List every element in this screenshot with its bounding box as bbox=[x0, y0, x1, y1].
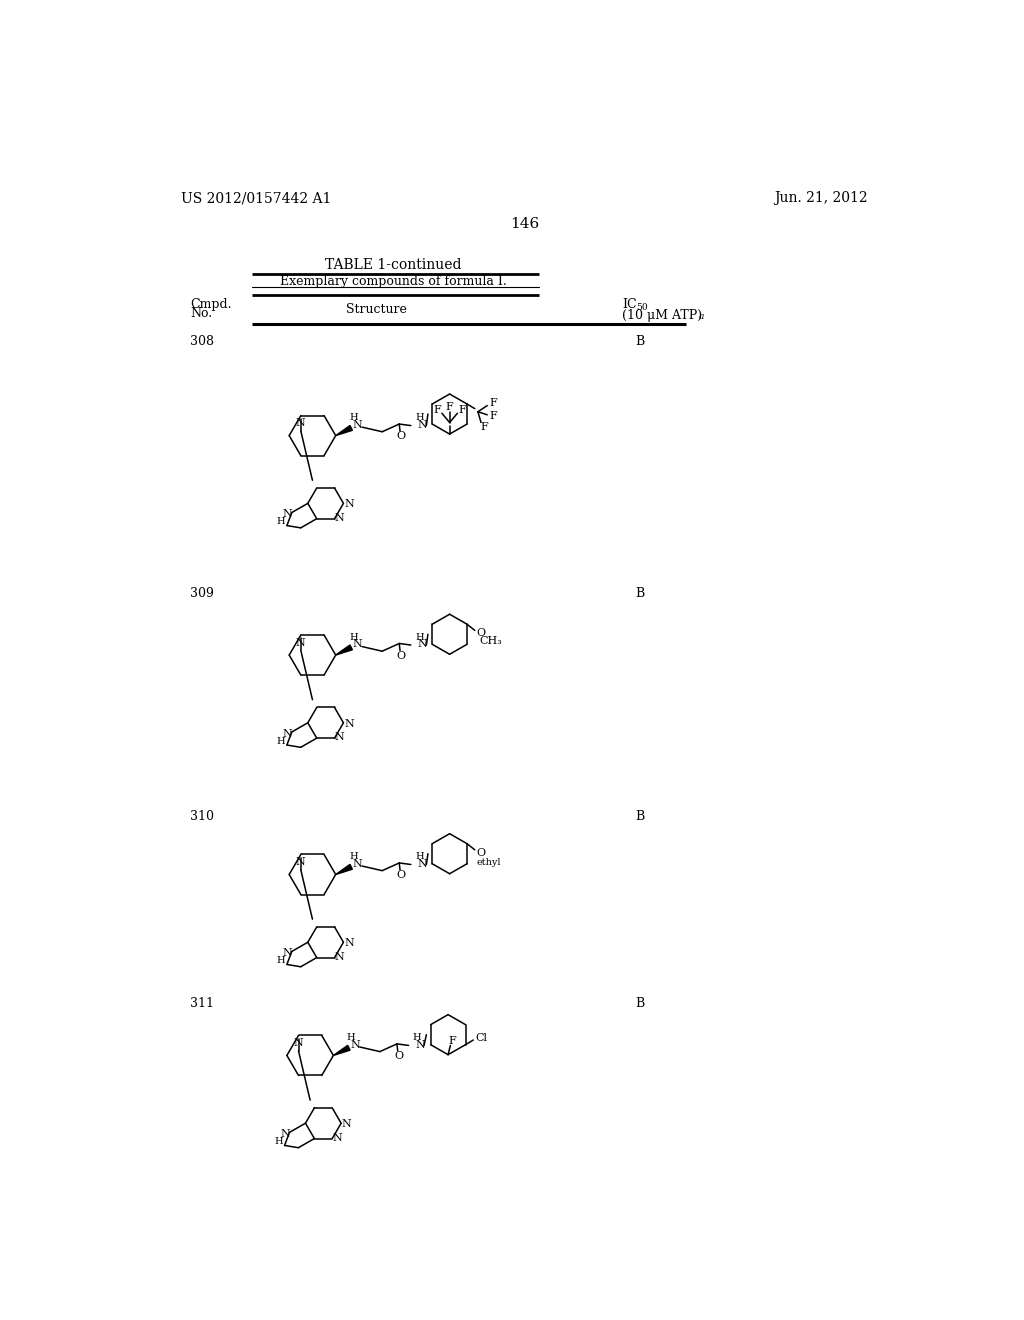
Text: H: H bbox=[276, 737, 286, 746]
Text: N: N bbox=[344, 718, 353, 729]
Polygon shape bbox=[336, 865, 352, 875]
Text: B: B bbox=[635, 335, 644, 348]
Text: F: F bbox=[445, 403, 454, 412]
Text: N: N bbox=[418, 420, 427, 430]
Text: N: N bbox=[283, 729, 292, 738]
Text: H: H bbox=[415, 413, 424, 422]
Text: F: F bbox=[489, 412, 498, 421]
Text: Exemplary compounds of formula I.: Exemplary compounds of formula I. bbox=[280, 275, 507, 288]
Text: N: N bbox=[352, 420, 362, 430]
Text: O: O bbox=[396, 651, 406, 661]
Text: O: O bbox=[396, 870, 406, 880]
Text: 146: 146 bbox=[510, 216, 540, 231]
Text: N: N bbox=[296, 418, 306, 428]
Text: N: N bbox=[283, 510, 292, 519]
Text: O: O bbox=[476, 628, 485, 639]
Text: N: N bbox=[334, 952, 344, 962]
Text: H: H bbox=[349, 413, 357, 422]
Text: H: H bbox=[349, 853, 357, 861]
Text: ethyl: ethyl bbox=[476, 858, 501, 867]
Text: B: B bbox=[635, 810, 644, 824]
Text: H: H bbox=[415, 853, 424, 861]
Polygon shape bbox=[334, 1045, 350, 1056]
Text: H: H bbox=[415, 632, 424, 642]
Text: F: F bbox=[433, 405, 441, 416]
Text: 309: 309 bbox=[190, 587, 214, 601]
Text: N: N bbox=[352, 639, 362, 649]
Text: B: B bbox=[635, 587, 644, 601]
Text: 308: 308 bbox=[190, 335, 214, 348]
Text: N: N bbox=[350, 1040, 360, 1049]
Text: N: N bbox=[416, 1040, 425, 1049]
Text: 311: 311 bbox=[190, 998, 214, 1010]
Text: H: H bbox=[347, 1034, 355, 1043]
Text: N: N bbox=[334, 513, 344, 523]
Text: a: a bbox=[698, 313, 703, 321]
Text: N: N bbox=[342, 1119, 351, 1129]
Text: F: F bbox=[458, 405, 466, 416]
Text: F: F bbox=[489, 399, 498, 408]
Text: O: O bbox=[396, 432, 406, 441]
Text: H: H bbox=[274, 1137, 283, 1146]
Text: H: H bbox=[349, 632, 357, 642]
Text: Cmpd.: Cmpd. bbox=[190, 298, 231, 312]
Text: B: B bbox=[635, 998, 644, 1010]
Text: US 2012/0157442 A1: US 2012/0157442 A1 bbox=[180, 191, 331, 206]
Text: TABLE 1-continued: TABLE 1-continued bbox=[325, 257, 461, 272]
Polygon shape bbox=[336, 645, 352, 655]
Polygon shape bbox=[336, 425, 352, 436]
Text: N: N bbox=[280, 1129, 290, 1139]
Text: H: H bbox=[413, 1034, 422, 1043]
Text: N: N bbox=[344, 939, 353, 948]
Text: F: F bbox=[480, 422, 488, 432]
Text: CH₃: CH₃ bbox=[479, 636, 502, 647]
Text: N: N bbox=[296, 638, 306, 648]
Text: H: H bbox=[276, 956, 286, 965]
Text: N: N bbox=[294, 1038, 303, 1048]
Text: F: F bbox=[449, 1036, 457, 1045]
Text: N: N bbox=[418, 639, 427, 649]
Text: N: N bbox=[352, 859, 362, 869]
Text: H: H bbox=[276, 517, 286, 527]
Text: N: N bbox=[418, 859, 427, 869]
Text: (10 μM ATP): (10 μM ATP) bbox=[623, 309, 702, 322]
Text: IC: IC bbox=[623, 298, 637, 312]
Text: 50: 50 bbox=[636, 304, 648, 313]
Text: N: N bbox=[283, 948, 292, 958]
Text: N: N bbox=[296, 857, 306, 867]
Text: 310: 310 bbox=[190, 810, 214, 824]
Text: N: N bbox=[334, 733, 344, 742]
Text: Jun. 21, 2012: Jun. 21, 2012 bbox=[774, 191, 868, 206]
Text: Cl: Cl bbox=[475, 1032, 487, 1043]
Text: N: N bbox=[344, 499, 353, 510]
Text: O: O bbox=[476, 847, 485, 858]
Text: No.: No. bbox=[190, 308, 212, 321]
Text: Structure: Structure bbox=[345, 302, 407, 315]
Text: O: O bbox=[394, 1051, 403, 1061]
Text: N: N bbox=[332, 1133, 342, 1143]
